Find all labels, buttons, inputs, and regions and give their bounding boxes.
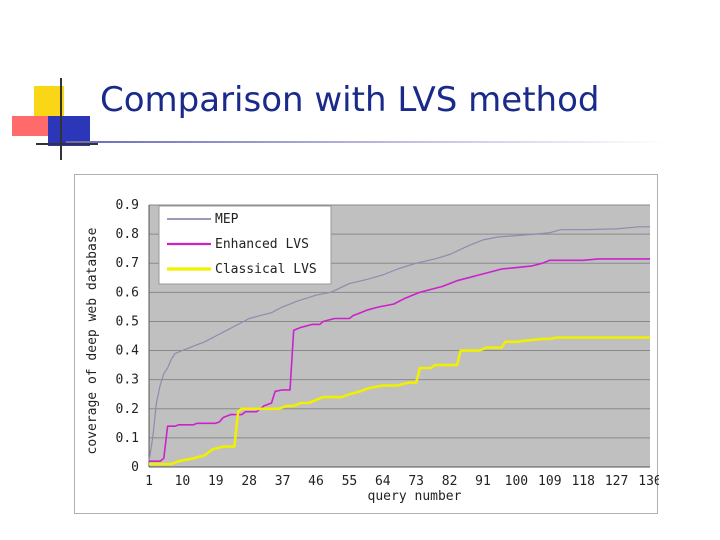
x-tick-label: 127 [605, 474, 628, 489]
legend-label-mep: MEP [215, 212, 239, 227]
title-underline [66, 141, 666, 143]
decorative-horizontal-line [36, 143, 98, 145]
x-tick-label: 100 [505, 474, 528, 489]
x-tick-label: 10 [175, 474, 191, 489]
x-axis-label: query number [368, 489, 462, 504]
legend-label-classical-lvs: Classical LVS [215, 262, 317, 277]
line-chart: 0 0.1 0.2 0.3 0.4 0.5 0.6 0.7 0.8 0.9 1 10 19 28 37 46 5… [85, 198, 659, 504]
y-tick-label: 0.1 [116, 431, 139, 446]
y-tick-label: 0.6 [116, 285, 139, 300]
x-tick-label: 118 [571, 474, 594, 489]
series-line-mep [148, 226, 650, 462]
x-tick-label: 136 [638, 474, 659, 489]
legend-label-enhanced-lvs: Enhanced LVS [215, 237, 309, 252]
decorative-red-bar [12, 116, 52, 136]
y-axis-label: coverage of deep web database [85, 227, 100, 454]
x-tick-label: 91 [475, 474, 491, 489]
x-tick-label: 19 [208, 474, 224, 489]
y-tick-label: 0.8 [116, 227, 139, 242]
y-tick-label: 0.9 [116, 198, 139, 213]
series-lines [148, 226, 650, 466]
y-tick-label: 0.4 [116, 344, 140, 359]
x-tick-label: 1 [145, 474, 153, 489]
y-tick-label: 0.5 [116, 314, 139, 329]
series-line-classical-lvs [149, 336, 650, 466]
x-tick-label: 37 [275, 474, 291, 489]
legend: MEP Enhanced LVS Classical LVS [158, 205, 332, 285]
tick-labels: 0 0.1 0.2 0.3 0.4 0.5 0.6 0.7 0.8 0.9 1 10 19 28 37 46 5… [116, 198, 659, 489]
y-tick-label: 0 [131, 460, 139, 475]
x-tick-label: 55 [342, 474, 358, 489]
decorative-vertical-line [60, 78, 62, 160]
x-tick-label: 46 [308, 474, 324, 489]
axes [148, 205, 650, 468]
slide-title: Comparison with LVS method [100, 80, 600, 120]
y-tick-label: 0.7 [116, 256, 139, 271]
x-tick-label: 82 [442, 474, 458, 489]
series-line-enhanced-lvs [149, 258, 650, 463]
chart-frame: 0 0.1 0.2 0.3 0.4 0.5 0.6 0.7 0.8 0.9 1 10 19 28 37 46 5… [74, 174, 659, 514]
x-tick-label: 28 [241, 474, 257, 489]
y-tick-label: 0.3 [116, 373, 139, 388]
x-tick-label: 64 [375, 474, 391, 489]
x-tick-label: 73 [408, 474, 424, 489]
decorative-yellow-square [34, 86, 64, 116]
x-tick-label: 109 [538, 474, 561, 489]
y-tick-label: 0.2 [116, 402, 139, 417]
grid-lines [149, 204, 650, 439]
